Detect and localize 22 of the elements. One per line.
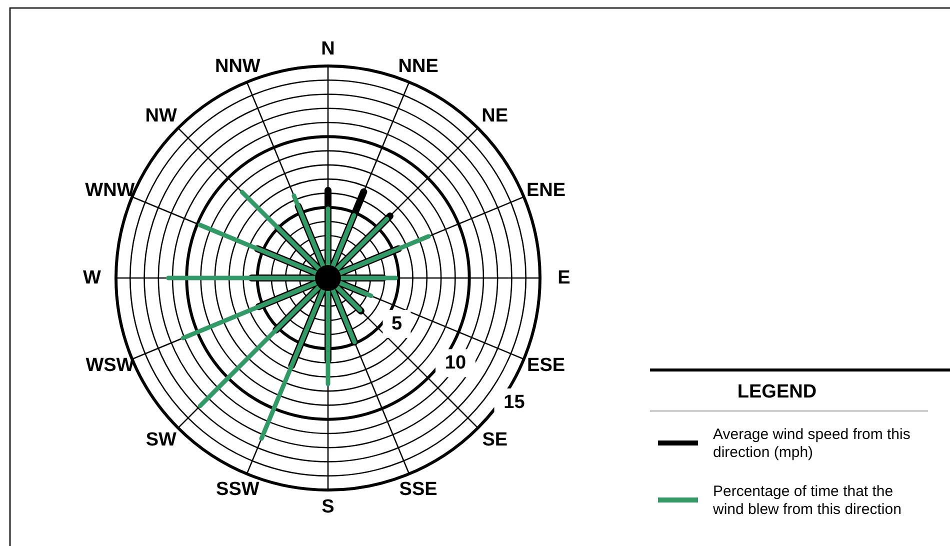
- spoke-label: NE: [482, 106, 508, 127]
- spoke-label: NW: [145, 106, 178, 127]
- spoke-label: W: [83, 268, 102, 288]
- spoke-label: ENE: [526, 180, 566, 201]
- spoke-label: SE: [482, 429, 508, 450]
- y-tick-label: 15: [504, 392, 526, 413]
- spoke-label: SSE: [399, 479, 438, 500]
- spoke-label: N: [321, 38, 335, 60]
- spoke-label: SW: [146, 429, 176, 450]
- spoke-label: S: [322, 496, 334, 518]
- spoke-label: ESE: [527, 355, 566, 376]
- spoke-label: NNW: [214, 56, 260, 77]
- spoke-label: E: [558, 268, 570, 288]
- legend-label: Percentage of time that the wind blew from this direction: [712, 483, 902, 518]
- legend-label: Average wind speed from this direction (mph): [713, 426, 910, 461]
- legend-title: LEGEND: [737, 382, 817, 402]
- spoke-label: WNW: [85, 180, 135, 201]
- y-tick-label: 10: [444, 352, 466, 374]
- spoke-label: SSW: [216, 479, 260, 500]
- spoke-label: NNE: [398, 56, 438, 77]
- y-tick-label: 5: [391, 313, 402, 334]
- spoke-label: WSW: [86, 355, 134, 376]
